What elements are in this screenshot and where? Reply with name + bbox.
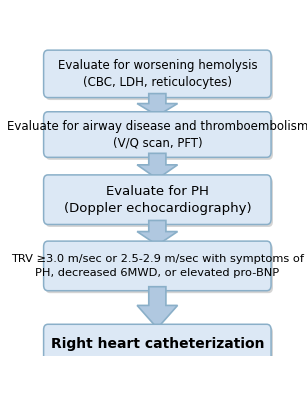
Text: Evaluate for worsening hemolysis
(CBC, LDH, reticulocytes): Evaluate for worsening hemolysis (CBC, L… xyxy=(57,59,257,89)
FancyBboxPatch shape xyxy=(44,241,271,291)
Text: TRV ≥3.0 m/sec or 2.5-2.9 m/sec with symptoms of
PH, decreased 6MWD, or elevated: TRV ≥3.0 m/sec or 2.5-2.9 m/sec with sym… xyxy=(11,254,304,278)
FancyBboxPatch shape xyxy=(44,50,271,98)
FancyBboxPatch shape xyxy=(44,175,271,224)
Polygon shape xyxy=(137,220,177,245)
FancyBboxPatch shape xyxy=(45,53,273,100)
FancyBboxPatch shape xyxy=(44,324,271,365)
FancyBboxPatch shape xyxy=(45,177,273,227)
Polygon shape xyxy=(137,94,177,116)
Text: Evaluate for airway disease and thromboembolism
(V/Q scan, PFT): Evaluate for airway disease and thromboe… xyxy=(7,120,307,150)
Polygon shape xyxy=(137,287,177,328)
FancyBboxPatch shape xyxy=(45,327,273,367)
Text: Right heart catheterization: Right heart catheterization xyxy=(51,338,264,352)
Text: Evaluate for PH
(Doppler echocardiography): Evaluate for PH (Doppler echocardiograph… xyxy=(64,185,251,215)
Polygon shape xyxy=(137,153,177,179)
FancyBboxPatch shape xyxy=(45,244,273,293)
FancyBboxPatch shape xyxy=(45,114,273,160)
FancyBboxPatch shape xyxy=(44,112,271,157)
